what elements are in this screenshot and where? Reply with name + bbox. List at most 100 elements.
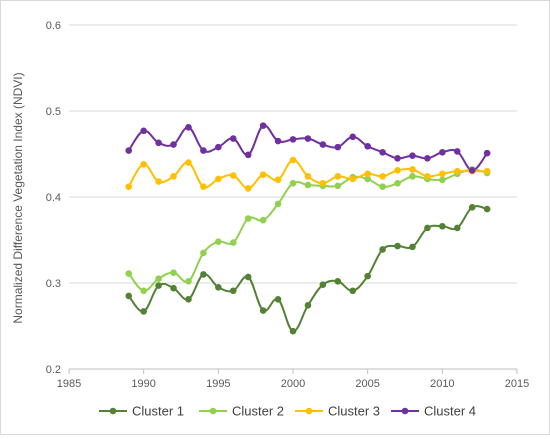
data-point-cluster-2	[259, 216, 267, 224]
data-point-cluster-3	[185, 159, 192, 166]
series-lines	[127, 124, 489, 333]
data-point-cluster-4	[364, 142, 371, 150]
data-point-cluster-3	[170, 173, 177, 180]
data-point-cluster-2	[229, 239, 237, 246]
y-tick-labels: 0.2 0.3 0.4 0.5 0.6	[46, 20, 61, 376]
data-point-cluster-3	[274, 176, 282, 184]
data-point-cluster-4	[259, 122, 267, 129]
data-point-cluster-1	[319, 281, 327, 289]
data-point-cluster-3	[215, 175, 222, 183]
data-point-cluster-1	[200, 271, 207, 278]
data-point-cluster-2	[215, 238, 222, 246]
data-point-cluster-4	[200, 147, 207, 154]
axes	[68, 368, 518, 374]
data-point-cluster-3	[364, 170, 371, 178]
data-point-cluster-4	[409, 152, 416, 160]
data-point-cluster-2	[170, 269, 177, 276]
data-point-cluster-1	[364, 272, 371, 280]
data-point-cluster-1	[453, 224, 461, 232]
data-point-cluster-4	[394, 155, 401, 162]
data-point-cluster-4	[274, 137, 282, 145]
data-point-cluster-2	[125, 270, 133, 277]
data-point-cluster-4	[289, 136, 297, 143]
data-point-cluster-2	[140, 287, 147, 295]
series-line-cluster-4	[127, 124, 489, 172]
legend-item-cluster-3: Cluster 3	[295, 404, 380, 419]
data-point-cluster-2	[379, 183, 386, 190]
legend-swatch-marker	[305, 407, 313, 415]
data-point-cluster-2	[364, 175, 371, 183]
legend-label: Cluster 2	[232, 404, 284, 419]
y-tick-label: 0.2	[46, 364, 61, 376]
data-point-cluster-1	[424, 224, 431, 232]
data-point-cluster-4	[319, 141, 327, 148]
data-point-cluster-3	[155, 178, 162, 185]
data-point-cluster-1	[125, 292, 133, 300]
data-point-cluster-4	[453, 148, 461, 155]
data-point-cluster-2	[394, 179, 401, 187]
legend-label: Cluster 3	[328, 404, 380, 419]
data-point-cluster-3	[409, 166, 416, 173]
data-point-cluster-3	[483, 167, 491, 175]
data-point-cluster-4	[170, 141, 177, 148]
data-point-cluster-4	[349, 133, 357, 141]
data-point-cluster-3	[349, 175, 357, 183]
data-point-cluster-3	[424, 173, 431, 180]
data-point-cluster-2	[439, 176, 446, 184]
data-point-cluster-4	[483, 149, 491, 157]
data-point-cluster-1	[229, 287, 237, 295]
x-tick-label: 2005	[355, 378, 379, 390]
data-point-cluster-4	[140, 127, 147, 135]
data-point-cluster-1	[439, 222, 446, 230]
y-tick-label: 0.4	[46, 192, 61, 204]
data-point-cluster-4	[125, 147, 133, 154]
data-point-cluster-2	[274, 200, 282, 208]
y-tick-label: 0.6	[46, 20, 61, 32]
data-point-cluster-3	[140, 161, 147, 168]
data-point-cluster-1	[304, 302, 312, 309]
x-tick-label: 1985	[57, 378, 81, 390]
data-point-cluster-3	[244, 185, 252, 192]
data-point-cluster-1	[483, 205, 491, 213]
data-point-cluster-1	[185, 296, 192, 303]
data-point-cluster-4	[334, 143, 342, 151]
data-point-cluster-3	[453, 167, 461, 175]
data-point-cluster-2	[409, 173, 416, 180]
legend: Cluster 1 Cluster 2 Cluster 3 Cluster 4	[99, 404, 476, 419]
series-line-cluster-1	[127, 205, 489, 333]
data-point-cluster-4	[244, 151, 252, 159]
data-point-cluster-2	[185, 277, 192, 285]
data-point-cluster-3	[379, 173, 386, 180]
legend-item-cluster-1: Cluster 1	[99, 404, 184, 419]
data-point-cluster-1	[349, 287, 357, 295]
legend-item-cluster-4: Cluster 4	[391, 404, 476, 419]
data-point-cluster-4	[439, 148, 446, 156]
gridlines	[69, 24, 517, 284]
x-tick-label: 2015	[505, 378, 529, 390]
data-point-cluster-2	[200, 249, 207, 257]
data-point-cluster-1	[140, 308, 147, 315]
data-point-cluster-1	[170, 284, 177, 292]
data-point-cluster-3	[304, 173, 312, 180]
legend-swatch-marker	[109, 407, 117, 415]
legend-swatch-marker	[401, 407, 409, 415]
y-tick-label: 0.5	[46, 106, 61, 118]
data-point-cluster-1	[274, 296, 282, 303]
data-point-cluster-1	[215, 284, 222, 291]
data-point-cluster-4	[468, 167, 476, 174]
data-point-cluster-3	[229, 172, 237, 179]
y-axis-title: Normalized Difference Vegetation Index (…	[11, 72, 25, 323]
data-point-cluster-1	[394, 242, 401, 250]
data-point-cluster-2	[244, 215, 252, 222]
data-point-cluster-1	[259, 307, 267, 314]
data-point-cluster-3	[439, 170, 446, 178]
x-tick-label: 2010	[430, 378, 454, 390]
data-point-cluster-3	[289, 156, 297, 164]
data-point-cluster-4	[185, 124, 192, 131]
data-point-cluster-4	[304, 135, 312, 142]
x-tick-label: 1990	[131, 378, 155, 390]
series-points	[125, 122, 491, 335]
data-point-cluster-3	[319, 179, 327, 187]
data-point-cluster-2	[334, 182, 342, 190]
